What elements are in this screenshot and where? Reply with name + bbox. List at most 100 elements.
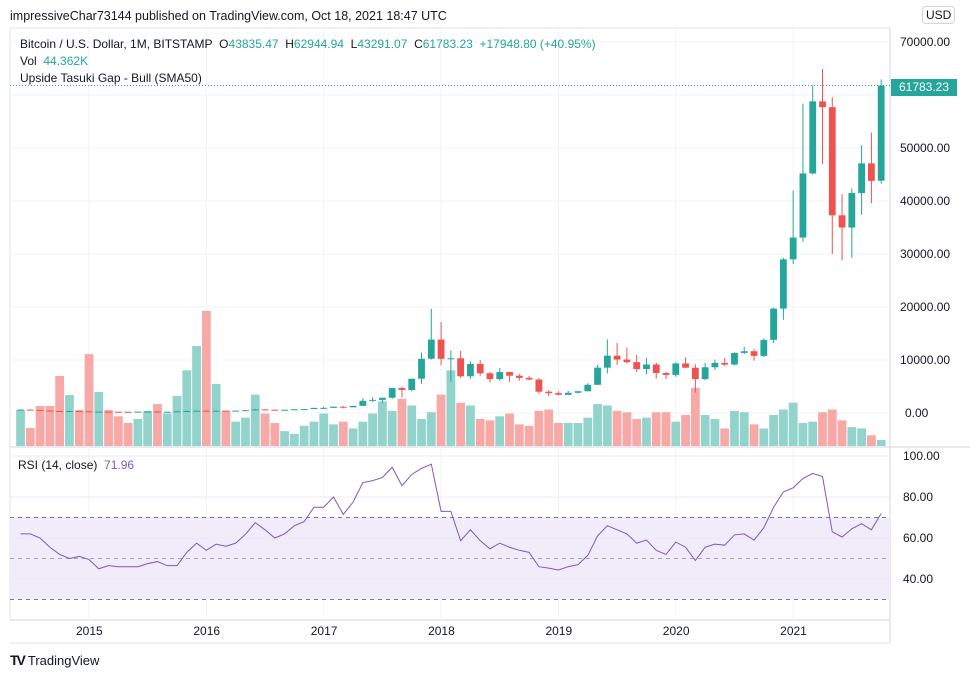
volume-bar [143,410,153,446]
volume-legend: Vol 44.362K [20,54,88,68]
time-tick-label: 2021 [780,624,807,638]
volume-bar [876,440,886,446]
low-value: 43291.07 [357,37,408,51]
candle-body [17,409,24,411]
candle-body [476,363,484,374]
volume-bar [681,414,690,446]
candle-body [711,362,719,368]
volume-bar [250,394,260,446]
candle-body [193,410,200,412]
pattern-legend: Upside Tasuki Gap - Bull (SMA50) [20,71,202,85]
volume-bar [847,427,857,446]
volume-bar [201,310,211,446]
volume-bar [798,423,808,446]
volume-bar [162,413,172,446]
brand-name: TradingView [27,652,100,668]
candle-body [838,215,846,228]
open-label: O [219,37,229,51]
rsi-legend: RSI (14, close) 71.96 [18,458,134,472]
volume-bar [65,395,74,446]
candle-body [134,411,142,413]
candle-body [349,405,357,408]
volume-label: Vol [20,54,37,68]
volume-bar [857,428,867,446]
tradingview-logo[interactable]: TV TradingView [10,652,99,668]
volume-bar [710,418,720,446]
volume-bar [583,417,593,446]
candle-body [66,410,73,412]
candle-body [457,358,465,377]
time-tick-label: 2019 [545,624,573,638]
volume-bar [358,421,368,446]
price-tick-label: 30000.00 [900,247,951,261]
volume-bar [299,425,309,446]
candle-body [584,384,592,392]
volume-bar [690,387,700,446]
volume-bar [466,405,475,446]
candle-body [594,367,601,385]
candle-body [809,101,817,174]
candle-body [105,411,112,413]
candle-body [515,375,523,378]
candle-body [427,339,435,359]
volume-bar [280,431,289,446]
candle-body [525,377,533,380]
time-tick-label: 2016 [193,624,221,638]
candle-body [506,372,513,376]
volume-bar [632,418,642,446]
volume-bar [397,398,407,446]
volume-bar [505,413,514,446]
candle-body [779,259,787,309]
volume-bar [104,410,113,446]
candle-body [418,358,425,379]
candle-body [662,372,670,375]
volume-bar [554,423,563,446]
candle-body [173,411,181,413]
price-tick-label: 0.00 [905,406,929,420]
volume-bar [270,423,280,446]
candle-body [388,388,396,398]
volume-bar [436,394,446,446]
volume-bar [818,412,827,446]
volume-bar [759,428,769,446]
candle-body [819,101,826,108]
volume-bar [221,410,231,446]
candle-body [408,378,416,391]
volume-bar [338,421,348,446]
volume-bar [642,417,651,446]
candle-body [95,411,103,413]
candle-body [701,367,709,380]
rsi-tick-label: 100.00 [903,449,940,463]
candle-body [633,362,641,370]
candle-body [623,359,631,363]
volume-bar [534,410,544,446]
candle-body [643,364,650,370]
volume-bar [544,409,554,446]
candle-body [290,409,298,411]
volume-bar [808,421,818,446]
volume-bar [74,410,84,446]
volume-bar [730,410,739,446]
volume-bar [563,423,573,446]
open-value: 43835.47 [228,37,279,51]
candle-body [75,410,83,412]
price-tick-label: 70000.00 [900,35,951,49]
tradingview-logo-icon: TV [10,652,26,668]
volume-bar [211,383,221,446]
candle-body [330,406,337,408]
volume-bar [867,435,876,446]
rsi-label: RSI (14, close) [18,458,98,472]
candle-body [496,372,504,380]
volume-bar [192,346,201,446]
volume-bar [407,405,417,446]
volume-bar [700,414,710,446]
volume-bar [153,404,162,446]
volume-bar [84,354,94,446]
volume-bar [720,428,730,446]
candle-body [271,409,279,411]
rsi-tick-label: 40.00 [903,572,934,586]
candle-body [574,391,582,393]
candle-body [721,362,729,365]
currency-button[interactable]: USD [922,6,956,24]
